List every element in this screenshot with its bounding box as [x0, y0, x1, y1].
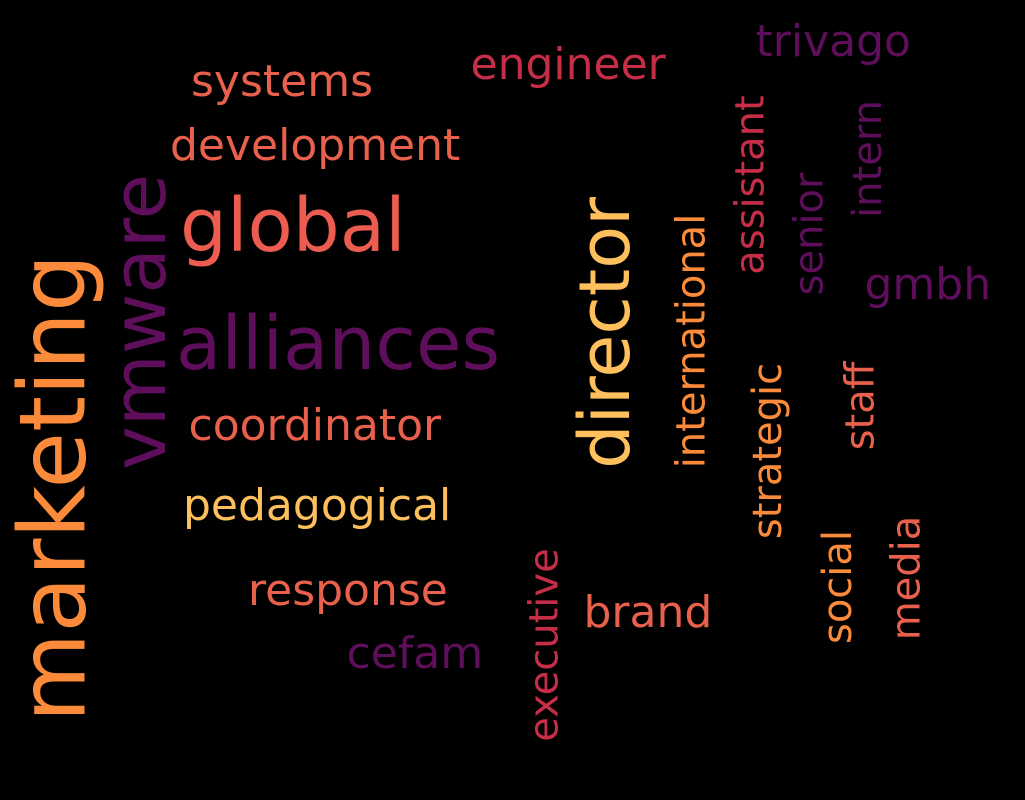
word-engineer: engineer	[470, 39, 666, 90]
word-trivago: trivago	[755, 16, 911, 67]
word-strategic: strategic	[745, 362, 792, 540]
word-media: media	[882, 515, 929, 641]
word-brand: brand	[583, 587, 713, 638]
word-coordinator: coordinator	[188, 400, 442, 451]
word-gmbh: gmbh	[864, 259, 992, 310]
word-assistant: assistant	[727, 95, 774, 275]
word-director: director	[563, 197, 646, 469]
word-international: international	[667, 213, 714, 469]
word-senior: senior	[785, 172, 832, 296]
word-development: development	[170, 120, 461, 171]
word-intern: intern	[844, 100, 891, 218]
word-systems: systems	[191, 56, 373, 107]
word-executive: executive	[521, 548, 568, 742]
word-marketing: marketing	[0, 253, 106, 723]
word-social: social	[815, 529, 862, 645]
word-vmware: vmware	[97, 173, 184, 471]
word-staff: staff	[836, 361, 883, 451]
word-global: global	[180, 183, 406, 269]
word-pedagogical: pedagogical	[183, 480, 452, 531]
word-alliances: alliances	[176, 301, 501, 387]
word-response: response	[248, 565, 448, 616]
word-cefam: cefam	[346, 628, 484, 679]
